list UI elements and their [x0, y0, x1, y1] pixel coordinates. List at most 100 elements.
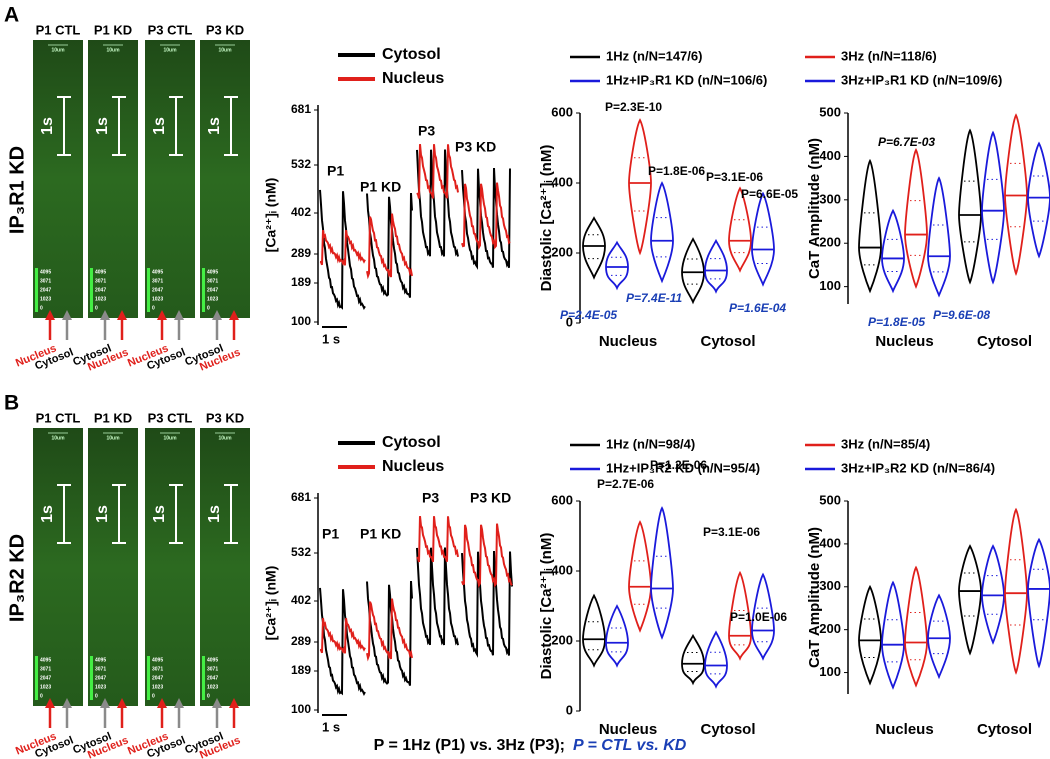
trace: [319, 617, 366, 654]
group-label: Cytosol: [700, 721, 755, 738]
y-tick-label: 100: [291, 314, 311, 328]
trace: [416, 547, 459, 646]
kymograph: [145, 428, 195, 706]
time-bar-label: 1s: [206, 117, 223, 135]
y-label: [Ca²⁺]ᵢ (nM): [263, 178, 279, 253]
violin: [1027, 537, 1050, 669]
caption-part: P = CTL vs. KD: [573, 737, 687, 754]
row-label: IP₃R1 KD: [6, 146, 28, 234]
p-value: P=2.4E-05: [560, 308, 617, 322]
trace: [366, 598, 413, 662]
trace: [461, 523, 513, 589]
image-scale: 10um: [218, 435, 232, 441]
violin: [681, 237, 705, 305]
violin: [728, 570, 752, 661]
y-label: CaT Amplitude (nM): [806, 138, 823, 279]
intensity-tick: 1023: [95, 296, 106, 302]
intensity-tick: 2047: [152, 675, 163, 681]
image-scale: 10um: [106, 435, 120, 441]
intensity-tick: 4095: [207, 269, 218, 275]
image-scale: 10um: [163, 435, 177, 441]
violin: [858, 584, 882, 686]
y-tick-label: 500: [819, 104, 841, 119]
intensity-tick: 4095: [152, 657, 163, 663]
image-scale: 10um: [106, 47, 120, 53]
trace: [461, 550, 513, 658]
arrow-head: [45, 310, 55, 320]
violin: [904, 565, 928, 688]
intensity-tick: 2047: [207, 287, 218, 293]
intensity-tick: 4095: [152, 269, 163, 275]
time-bar: [224, 484, 238, 544]
legend-text: Nucleus: [382, 70, 444, 87]
trace-label: P1 KD: [360, 526, 401, 542]
arrow-head: [45, 698, 55, 708]
trace: [366, 192, 413, 298]
trace: [366, 213, 413, 280]
violin: [981, 544, 1005, 645]
intensity-tick: 4095: [40, 269, 51, 275]
intensity-tick: 1023: [152, 296, 163, 302]
y-tick-label: 681: [291, 102, 311, 116]
violin: [1027, 141, 1050, 259]
violin: [958, 128, 982, 285]
violin: [650, 506, 674, 640]
y-tick-label: 189: [291, 663, 311, 677]
scale-bar-label: 1 s: [322, 331, 340, 346]
violin: [751, 191, 775, 287]
arrow-head: [100, 310, 110, 320]
time-bar: [224, 96, 238, 156]
time-bar: [57, 96, 71, 156]
intensity-bar: [147, 656, 150, 700]
intensity-tick: 0: [95, 305, 98, 311]
y-tick-label: 400: [819, 535, 841, 550]
image-scale: 10um: [218, 47, 232, 53]
y-tick-label: 200: [551, 632, 573, 647]
arrow-head: [157, 310, 167, 320]
intensity-tick: 4095: [95, 269, 106, 275]
legend-text: 3Hz+IP₃R2 KD (n/N=86/4): [841, 460, 995, 475]
trace: [461, 182, 511, 251]
y-label: CaT Amplitude (nM): [806, 527, 823, 668]
legend-text: 1Hz (n/N=98/4): [606, 436, 695, 451]
trace-label: P3: [418, 123, 435, 139]
image-title: P3 CTL: [148, 410, 193, 425]
trace: [366, 580, 413, 686]
intensity-tick: 4095: [207, 657, 218, 663]
intensity-tick: 3071: [95, 666, 106, 672]
y-tick-label: 532: [291, 545, 311, 559]
violin: [927, 176, 951, 298]
legend-text: Nucleus: [382, 458, 444, 475]
y-label: Diastolic [Ca²⁺]ᵢ (nM): [538, 145, 555, 292]
trace-label: P1: [322, 526, 339, 542]
intensity-tick: 0: [207, 305, 210, 311]
intensity-tick: 3071: [95, 278, 106, 284]
p-value: P=1.8E-06: [648, 164, 705, 178]
group-label: Nucleus: [875, 333, 933, 350]
intensity-tick: 4095: [95, 657, 106, 663]
panel: A IP₃R1 KD P1 CTL 10um 1s 4095 3071 2047 1023 0 Nu…: [4, 4, 1050, 374]
caption: P = 1Hz (P1) vs. 3Hz (P3); P = CTL vs. KD: [374, 737, 687, 754]
y-tick-label: 100: [819, 278, 841, 293]
group-label: Nucleus: [599, 333, 657, 350]
time-bar: [112, 96, 126, 156]
kymograph: [88, 40, 138, 318]
intensity-tick: 0: [95, 693, 98, 699]
y-tick-label: 200: [551, 244, 573, 259]
violin: [904, 148, 928, 289]
time-bar: [112, 484, 126, 544]
violin: [582, 593, 606, 668]
arrow-head: [157, 698, 167, 708]
trace-label: P1 KD: [360, 179, 401, 195]
legend-text: Cytosol: [382, 434, 441, 451]
intensity-bar: [35, 268, 38, 312]
violin: [628, 520, 652, 633]
group-label: Cytosol: [977, 333, 1032, 350]
p-value: P=1.2E-06: [650, 458, 707, 472]
intensity-tick: 3071: [207, 278, 218, 284]
y-tick-label: 200: [819, 235, 841, 250]
kymograph: [88, 428, 138, 706]
intensity-tick: 2047: [40, 287, 51, 293]
arrow-head: [62, 698, 72, 708]
